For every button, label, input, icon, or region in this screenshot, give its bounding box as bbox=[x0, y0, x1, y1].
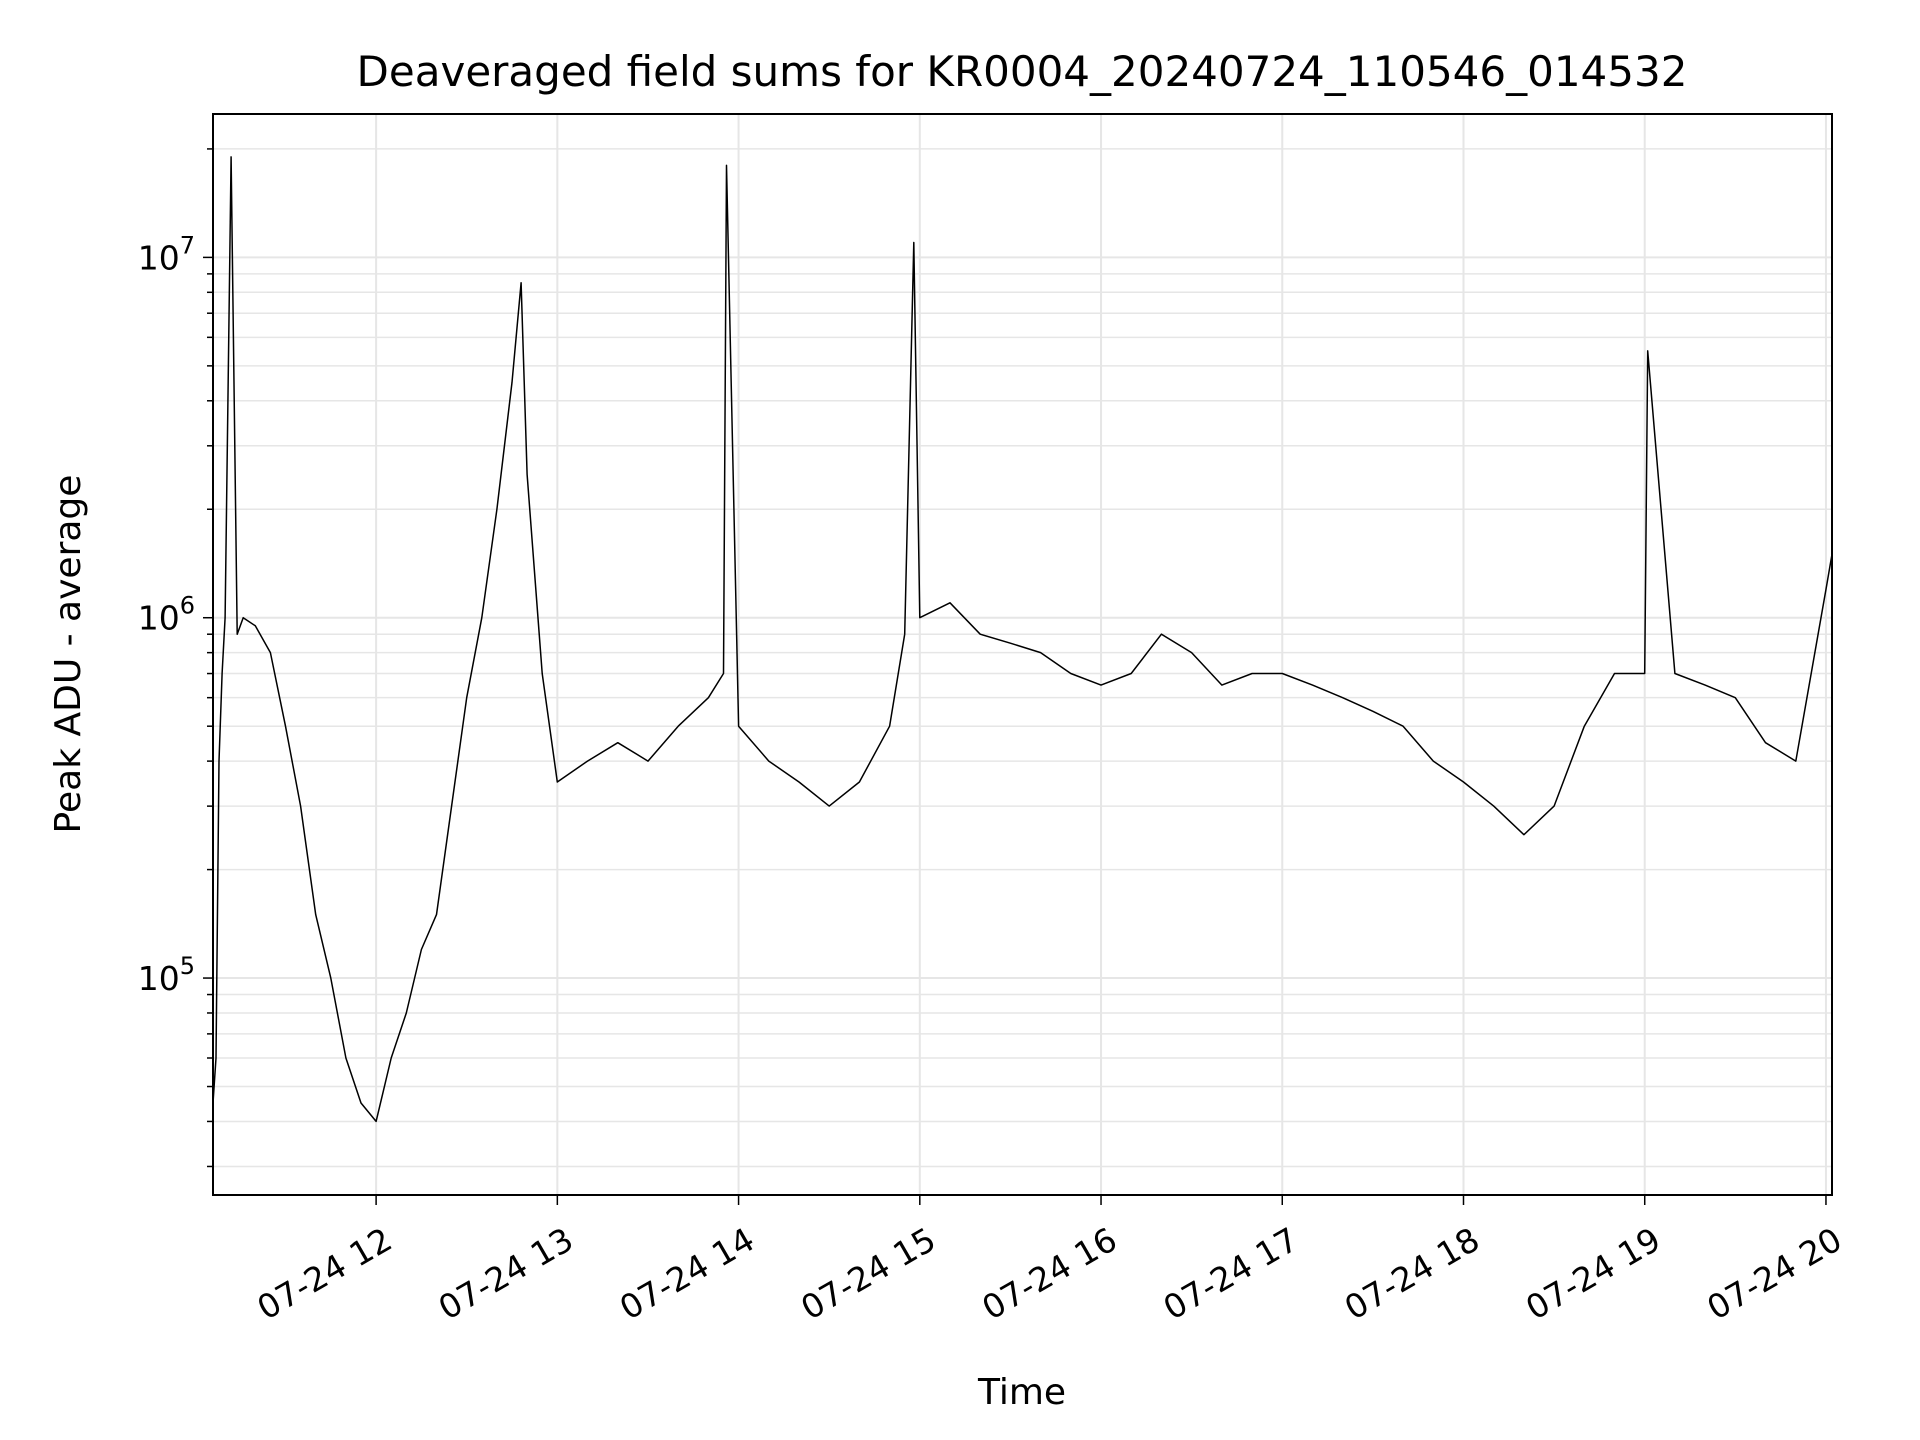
y-tick-label: 106 bbox=[138, 592, 195, 638]
series-line bbox=[212, 156, 1833, 1123]
x-axis-label: Time bbox=[977, 1372, 1066, 1413]
y-tick-label: 105 bbox=[138, 952, 195, 998]
chart-title: Deaveraged field sums for KR0004_2024072… bbox=[357, 47, 1688, 96]
plot-frame bbox=[212, 113, 1833, 1196]
y-tick-label: 107 bbox=[138, 231, 195, 277]
y-axis-label: Peak ADU - average bbox=[48, 475, 89, 834]
series-layer bbox=[212, 156, 1833, 1123]
grid bbox=[213, 114, 1832, 1195]
